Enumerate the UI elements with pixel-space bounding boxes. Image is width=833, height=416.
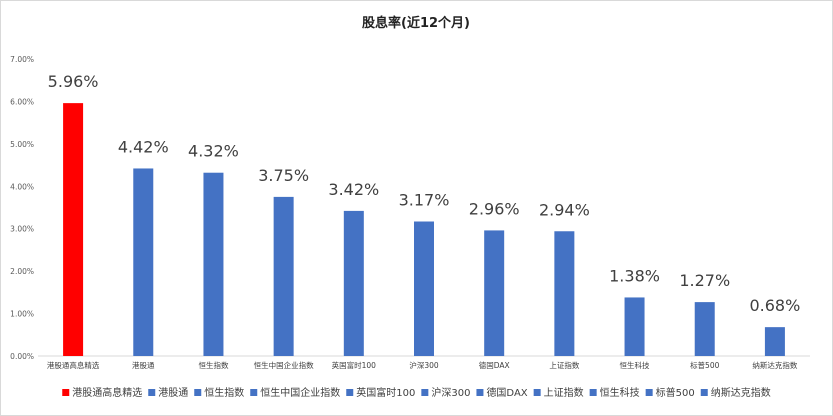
legend-swatch bbox=[194, 389, 202, 396]
legend-swatch bbox=[62, 389, 70, 396]
data-label: 5.96% bbox=[48, 72, 99, 91]
legend-swatch bbox=[700, 389, 708, 396]
legend-label: 纳斯达克指数 bbox=[711, 386, 771, 399]
legend-item: 港股通高息精选 bbox=[62, 386, 142, 399]
legend-label: 港股通 bbox=[158, 387, 188, 399]
data-label: 3.17% bbox=[399, 191, 450, 210]
y-tick-label: 3.00% bbox=[10, 225, 34, 234]
x-tick-label: 德国DAX bbox=[479, 360, 510, 370]
bars bbox=[63, 103, 785, 356]
chart-title: 股息率(近12个月) bbox=[362, 15, 470, 31]
bar bbox=[343, 210, 364, 356]
legend-item: 德国DAX bbox=[476, 386, 528, 399]
legend-item: 恒生指数 bbox=[194, 386, 244, 399]
legend-item: 标普500 bbox=[645, 386, 695, 399]
legend-swatch bbox=[421, 389, 429, 396]
data-label: 2.96% bbox=[469, 199, 520, 218]
y-tick-label: 1.00% bbox=[10, 310, 34, 319]
bar bbox=[554, 231, 575, 356]
legend-label: 标普500 bbox=[656, 386, 695, 399]
legend-label: 德国DAX bbox=[486, 386, 527, 399]
data-label: 1.27% bbox=[679, 271, 730, 290]
data-label: 0.68% bbox=[749, 296, 800, 315]
x-axis: 港股通高息精选 港股通 恒生指数 恒生中国企业指数 英国富时100 沪深300 德国DAX 上… bbox=[47, 360, 798, 370]
y-tick-label: 4.00% bbox=[10, 182, 34, 191]
x-tick-label: 纳斯达克指数 bbox=[752, 360, 797, 370]
bar bbox=[414, 221, 434, 356]
legend-item: 英国富时100 bbox=[346, 386, 415, 399]
legend-label: 英国富时100 bbox=[356, 386, 415, 399]
bar bbox=[764, 327, 785, 356]
legend-item: 上证指数 bbox=[533, 386, 584, 399]
y-tick-label: 5.00% bbox=[10, 140, 34, 149]
legend: 港股通高息精选 港股通 恒生指数 恒生中国企业指数 英国富时100 沪深300 德国DAX 上… bbox=[62, 386, 771, 399]
x-tick-label: 标普500 bbox=[690, 360, 720, 370]
legend-label: 恒生科技 bbox=[600, 386, 640, 399]
legend-item: 港股通 bbox=[148, 387, 188, 399]
legend-item: 沪深300 bbox=[421, 386, 470, 399]
legend-swatch bbox=[645, 389, 653, 396]
legend-item: 恒生科技 bbox=[589, 386, 640, 399]
data-label: 2.94% bbox=[539, 200, 590, 219]
legend-label: 上证指数 bbox=[544, 386, 584, 399]
data-label: 1.38% bbox=[609, 266, 660, 285]
y-tick-label: 0.00% bbox=[10, 352, 34, 361]
x-tick-label: 恒生中国企业指数 bbox=[254, 360, 314, 370]
x-tick-label: 英国富时100 bbox=[332, 360, 377, 370]
data-labels: 5.96% 4.42% 4.32% 3.75% 3.42% 3.17% 2.96% 2.94%… bbox=[48, 72, 801, 315]
bar bbox=[63, 103, 84, 356]
legend-swatch bbox=[346, 389, 354, 396]
legend-swatch bbox=[148, 389, 156, 396]
legend-swatch bbox=[476, 389, 484, 396]
data-label: 3.75% bbox=[258, 166, 309, 185]
legend-swatch bbox=[250, 389, 258, 396]
data-label: 4.32% bbox=[188, 142, 239, 161]
y-tick-label: 7.00% bbox=[10, 55, 34, 64]
legend-label: 沪深300 bbox=[431, 386, 470, 399]
x-tick-label: 港股通高息精选 bbox=[47, 360, 100, 370]
data-label: 4.42% bbox=[118, 137, 169, 156]
y-axis: 0.00% 1.00% 2.00% 3.00% 4.00% 5.00% 6.00% 7.00% bbox=[10, 55, 810, 361]
legend-label: 港股通高息精选 bbox=[72, 386, 142, 399]
x-tick-label: 恒生科技 bbox=[620, 360, 650, 370]
x-tick-label: 上证指数 bbox=[549, 360, 579, 370]
legend-label: 恒生指数 bbox=[204, 386, 244, 399]
legend-swatch bbox=[533, 389, 541, 396]
y-tick-label: 6.00% bbox=[10, 97, 34, 106]
y-tick-label: 2.00% bbox=[10, 267, 34, 276]
bar bbox=[273, 196, 294, 356]
x-tick-label: 恒生指数 bbox=[198, 360, 228, 370]
bar bbox=[694, 302, 715, 356]
bar bbox=[133, 168, 154, 356]
legend-swatch bbox=[589, 389, 597, 396]
x-tick-label: 沪深300 bbox=[409, 360, 439, 370]
x-tick-label: 港股通 bbox=[132, 360, 155, 370]
data-label: 3.42% bbox=[328, 180, 379, 199]
bar bbox=[484, 230, 505, 356]
legend-label: 恒生中国企业指数 bbox=[260, 386, 340, 399]
legend-item: 恒生中国企业指数 bbox=[250, 386, 340, 399]
legend-item: 纳斯达克指数 bbox=[700, 386, 771, 399]
bar bbox=[203, 172, 224, 356]
bar bbox=[624, 297, 645, 356]
